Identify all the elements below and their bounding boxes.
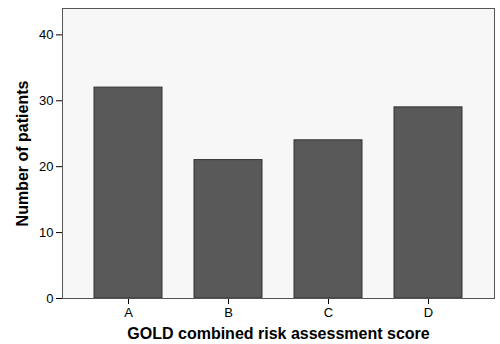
svg-text:B: B	[224, 305, 233, 320]
svg-text:A: A	[124, 305, 133, 320]
svg-text:10: 10	[39, 225, 53, 240]
svg-text:0: 0	[46, 291, 53, 306]
svg-text:30: 30	[39, 93, 53, 108]
svg-text:C: C	[324, 305, 333, 320]
svg-text:20: 20	[39, 159, 53, 174]
svg-text:40: 40	[39, 27, 53, 42]
svg-text:GOLD combined risk assessment: GOLD combined risk assessment score	[127, 325, 429, 342]
svg-text:D: D	[424, 305, 433, 320]
svg-text:Number of patients: Number of patients	[14, 81, 31, 227]
